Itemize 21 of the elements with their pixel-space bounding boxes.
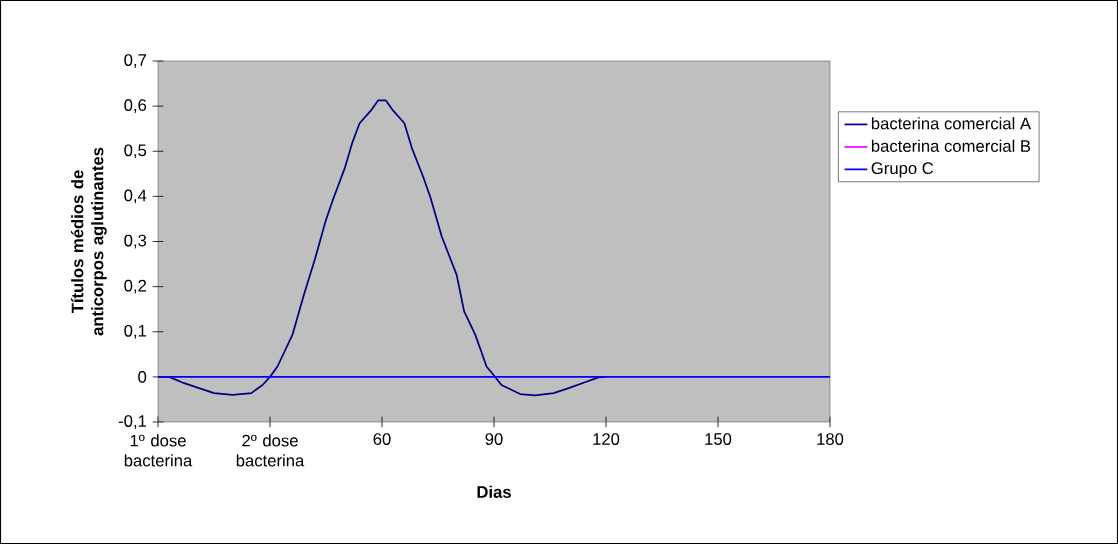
y-tick-label: 0	[138, 370, 147, 383]
x-tick-label: 150	[705, 433, 732, 445]
y-tick-label: -0,1	[118, 415, 147, 429]
legend-label: Grupo C	[871, 162, 934, 178]
x-tick-label: 60	[373, 433, 391, 445]
y-tick-label: 0,1	[124, 324, 147, 339]
x-tick-label: 120	[593, 433, 620, 445]
y-tick-label: 0,6	[124, 99, 147, 114]
y-tick-label: 0,4	[124, 189, 147, 204]
x-axis-title: Dias	[477, 485, 511, 498]
y-tick-label: 0,7	[124, 54, 147, 68]
x-tick-label: 180	[817, 433, 844, 445]
y-tick-label: 0,5	[124, 144, 147, 159]
text: 2º dose bacterina	[236, 434, 305, 467]
y-axis-title: Títulos médios de anticorpos aglutinantes	[70, 147, 107, 336]
y-tick-label: 0,3	[124, 234, 147, 249]
y-tick-label: 0,2	[124, 279, 147, 294]
legend-label: bacterina comercial B	[871, 139, 1031, 152]
x-tick-label: 90	[485, 433, 503, 445]
legend-label: bacterina comercial A	[871, 117, 1032, 130]
text: 1º dose bacterina	[124, 434, 193, 467]
